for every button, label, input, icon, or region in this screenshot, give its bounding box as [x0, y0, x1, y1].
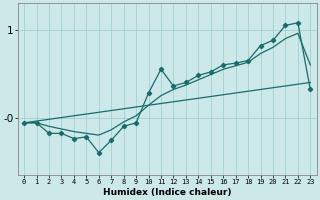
X-axis label: Humidex (Indice chaleur): Humidex (Indice chaleur) — [103, 188, 231, 197]
